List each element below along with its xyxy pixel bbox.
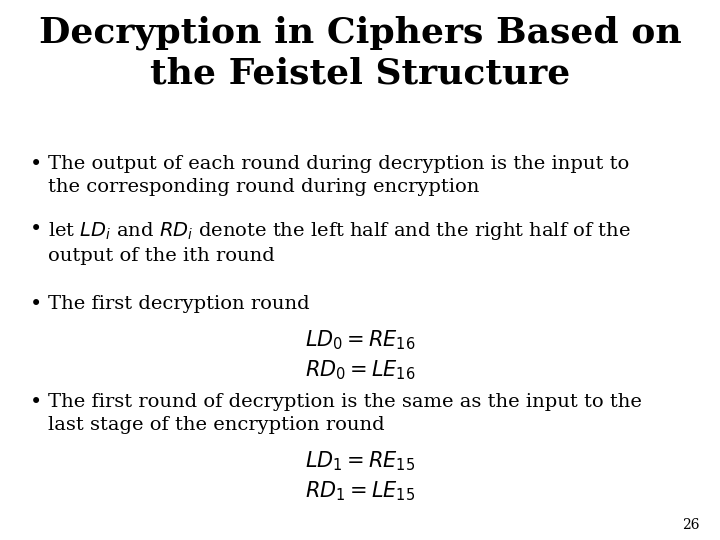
Text: let $\it{LD}_i$ and $\it{RD}_i$ denote the left half and the right half of the
o: let $\it{LD}_i$ and $\it{RD}_i$ denote t… xyxy=(48,220,631,265)
Text: •: • xyxy=(30,220,42,239)
Text: $\it{LD}_1 = \it{RE}_{15}$: $\it{LD}_1 = \it{RE}_{15}$ xyxy=(305,449,415,472)
Text: 26: 26 xyxy=(683,518,700,532)
Text: Decryption in Ciphers Based on
the Feistel Structure: Decryption in Ciphers Based on the Feist… xyxy=(39,15,681,90)
Text: $\it{RD}_0 = \it{LE}_{16}$: $\it{RD}_0 = \it{LE}_{16}$ xyxy=(305,358,415,382)
Text: •: • xyxy=(30,393,42,412)
Text: The first decryption round: The first decryption round xyxy=(48,295,310,313)
Text: $\it{RD}_1 = \it{LE}_{15}$: $\it{RD}_1 = \it{LE}_{15}$ xyxy=(305,479,415,503)
Text: The first round of decryption is the same as the input to the
last stage of the : The first round of decryption is the sam… xyxy=(48,393,642,434)
Text: •: • xyxy=(30,295,42,314)
Text: $\it{LD}_0 = \it{RE}_{16}$: $\it{LD}_0 = \it{RE}_{16}$ xyxy=(305,328,415,352)
Text: The output of each round during decryption is the input to
the corresponding rou: The output of each round during decrypti… xyxy=(48,155,629,196)
Text: •: • xyxy=(30,155,42,174)
